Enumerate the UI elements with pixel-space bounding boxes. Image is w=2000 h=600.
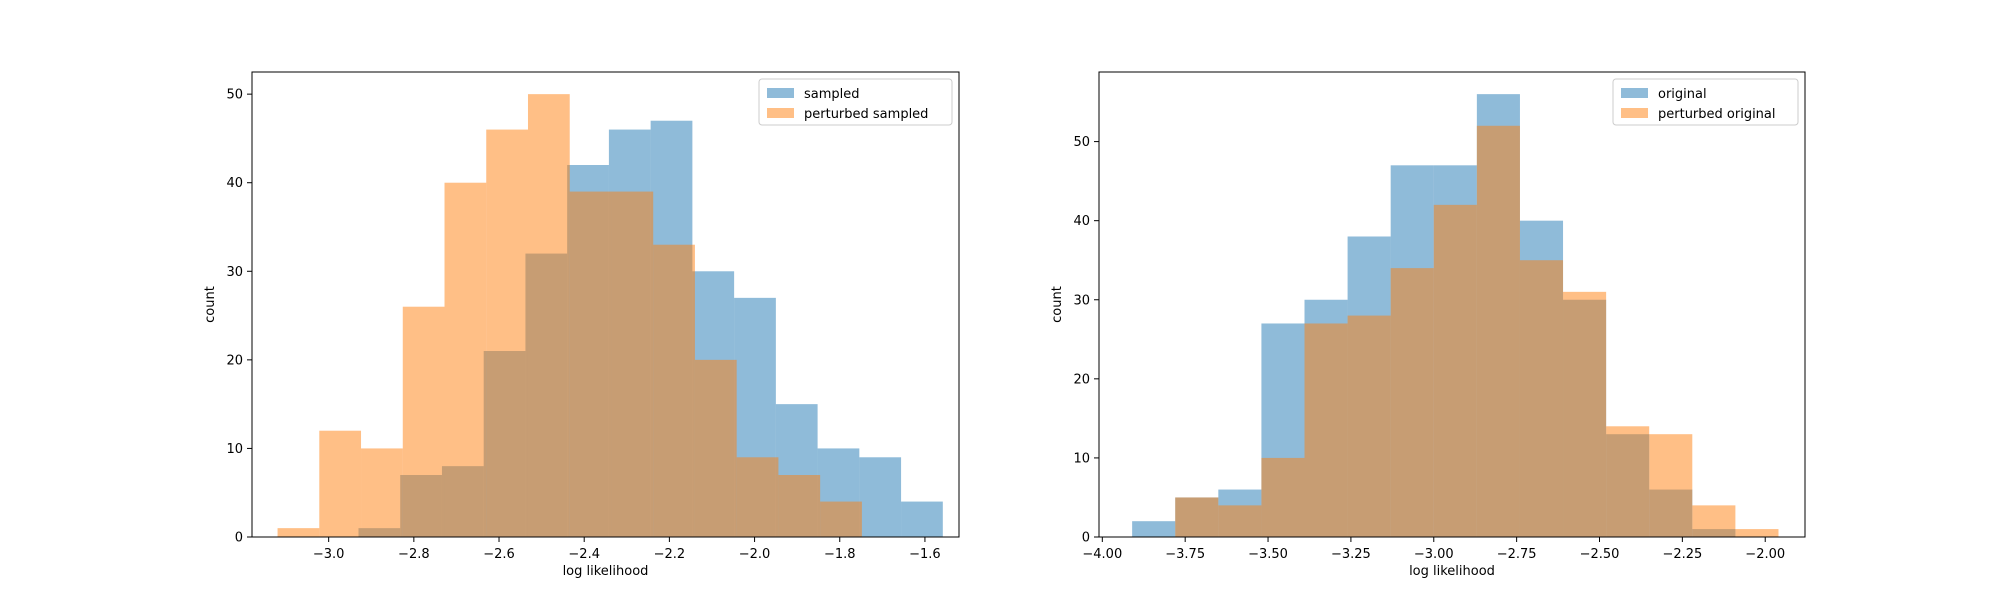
legend-box	[758, 78, 953, 126]
histogram-bar	[1261, 457, 1305, 537]
series-perturbed-sampled	[277, 94, 862, 538]
legend-swatch	[767, 88, 794, 98]
x-tick-label: −2.8	[398, 547, 430, 562]
histogram-bar	[569, 191, 612, 538]
histogram-bar	[486, 129, 528, 538]
y-tick-label: 30	[226, 265, 243, 280]
x-tick-label: −3.25	[1331, 547, 1371, 562]
x-tick-label: −2.0	[739, 547, 771, 562]
legend-box	[1612, 78, 1799, 126]
histogram-bar	[361, 448, 403, 537]
legend-swatch	[1621, 108, 1648, 118]
histogram-bar	[1175, 497, 1219, 537]
histogram-bar	[319, 430, 362, 537]
y-tick-label: 20	[1073, 372, 1090, 387]
axes-frame	[1098, 71, 1806, 538]
legend-label: original	[1658, 87, 1707, 102]
histogram-bar	[1476, 125, 1520, 537]
histogram-bar	[1649, 434, 1693, 537]
histogram-bar	[1390, 268, 1434, 537]
legend-swatch	[1621, 88, 1648, 98]
histogram-bar	[901, 501, 943, 537]
histogram-bar	[1606, 426, 1650, 537]
histogram-bar	[736, 457, 779, 537]
histogram-bar	[1563, 291, 1607, 537]
histogram-bar	[1735, 529, 1779, 537]
y-tick-label: 40	[226, 176, 243, 191]
x-tick-label: −2.00	[1745, 547, 1785, 562]
x-tick-label: −2.50	[1580, 547, 1620, 562]
y-tick-label: 0	[235, 531, 243, 546]
legend-label: perturbed original	[1658, 107, 1776, 122]
y-axis-label: count	[1050, 286, 1065, 323]
histogram-bar	[444, 182, 487, 537]
x-tick-label: −2.6	[483, 547, 515, 562]
histogram-bar	[1218, 505, 1262, 537]
y-tick-label: 0	[1082, 531, 1090, 546]
x-tick-label: −3.0	[313, 547, 345, 562]
legend-label: perturbed sampled	[804, 107, 928, 122]
x-tick-label: −1.8	[824, 547, 856, 562]
legend: original perturbed original	[1612, 78, 1799, 126]
histogram-bar	[1692, 505, 1736, 537]
histogram-bar	[1132, 521, 1176, 537]
histogram-bar	[527, 94, 570, 538]
axes-frame	[251, 71, 960, 538]
legend: sampled perturbed sampled	[758, 78, 953, 126]
legend-label: sampled	[804, 87, 860, 102]
series-perturbed-original	[1175, 125, 1779, 537]
y-tick-label: 50	[226, 88, 243, 103]
histogram-bar	[653, 244, 695, 537]
y-tick-label: 50	[1073, 135, 1090, 150]
legend-swatch	[767, 108, 794, 118]
histogram-bar	[402, 306, 445, 537]
x-tick-label: −2.75	[1497, 547, 1537, 562]
x-tick-label: −3.00	[1414, 547, 1454, 562]
y-tick-label: 10	[226, 442, 243, 457]
y-tick-label: 10	[1073, 451, 1090, 466]
x-axis-label: log likelihood	[1409, 564, 1495, 579]
x-axis-label: log likelihood	[563, 564, 649, 579]
x-tick-label: −1.6	[909, 547, 941, 562]
x-tick-label: −3.75	[1165, 547, 1205, 562]
histogram-bar	[1347, 315, 1391, 537]
histogram-bar	[1304, 323, 1348, 537]
histogram-bar	[611, 191, 654, 538]
y-tick-label: 30	[1073, 293, 1090, 308]
x-tick-label: −2.25	[1662, 547, 1702, 562]
x-tick-label: −4.00	[1082, 547, 1122, 562]
x-tick-label: −2.4	[568, 547, 600, 562]
histogram-bar	[277, 528, 320, 537]
histogram-bar	[694, 359, 737, 537]
histogram-panel-original: −4.00 −3.75 −3.50 −3.25 −3.00 −2.75 −2.50 −2.25…	[1050, 71, 1806, 579]
histogram-panel-sampled: −3.0 −2.8 −2.6 −2.4 −2.2 −2.0 −1.8 −1.6 0 10 20 30 4…	[203, 71, 960, 579]
y-axis-label: count	[203, 286, 218, 323]
x-tick-label: −2.2	[654, 547, 686, 562]
histogram-bar	[778, 475, 821, 537]
histogram-bar	[859, 457, 902, 537]
histogram-bar	[820, 501, 862, 537]
histogram-bar	[1433, 204, 1477, 537]
y-tick-label: 40	[1073, 214, 1090, 229]
x-tick-label: −3.50	[1248, 547, 1288, 562]
histogram-bar	[1519, 260, 1564, 537]
y-tick-label: 20	[226, 353, 243, 368]
